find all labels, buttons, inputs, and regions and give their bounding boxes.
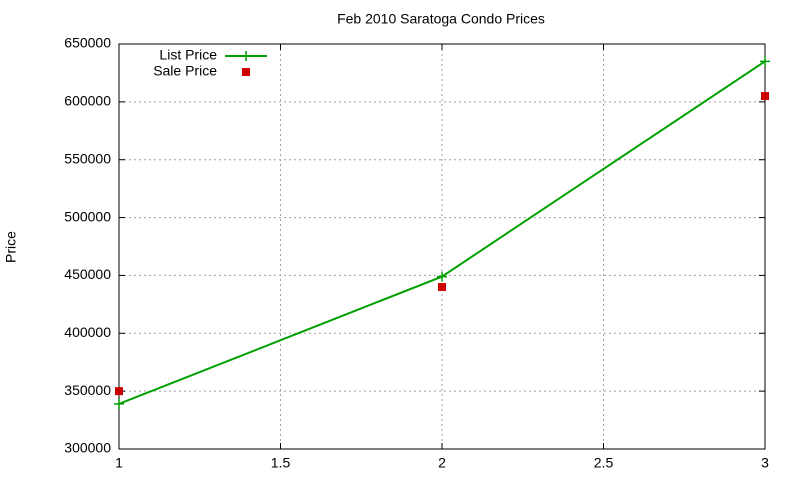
- y-tick-label: 500000: [64, 208, 111, 224]
- y-tick-label: 400000: [64, 324, 111, 340]
- point-marker: [438, 283, 446, 291]
- y-tick-label: 550000: [64, 150, 111, 166]
- x-tick-label: 1: [115, 455, 123, 471]
- x-tick-label: 1.5: [271, 455, 291, 471]
- plot-frame: [118, 43, 766, 450]
- x-tick-label: 2.5: [594, 455, 614, 471]
- chart-title: Feb 2010 Saratoga Condo Prices: [337, 11, 545, 27]
- y-axis-label: Price: [3, 231, 19, 263]
- point-marker: [241, 51, 251, 61]
- point-marker: [242, 68, 250, 76]
- x-tick-label: 2: [438, 455, 446, 471]
- point-marker: [115, 387, 123, 396]
- point-marker: [437, 271, 447, 282]
- point-marker: [760, 56, 770, 67]
- x-tick-label: 3: [761, 455, 769, 471]
- point-marker: [114, 398, 124, 409]
- y-tick-label: 600000: [64, 93, 111, 109]
- y-tick-label: 300000: [64, 440, 111, 456]
- y-tick-label: 350000: [64, 382, 111, 398]
- legend-label: List Price: [159, 47, 217, 63]
- y-tick-label: 450000: [64, 266, 111, 282]
- y-tick-label: 650000: [64, 35, 111, 51]
- point-marker: [761, 92, 769, 101]
- legend-label: Sale Price: [153, 63, 217, 79]
